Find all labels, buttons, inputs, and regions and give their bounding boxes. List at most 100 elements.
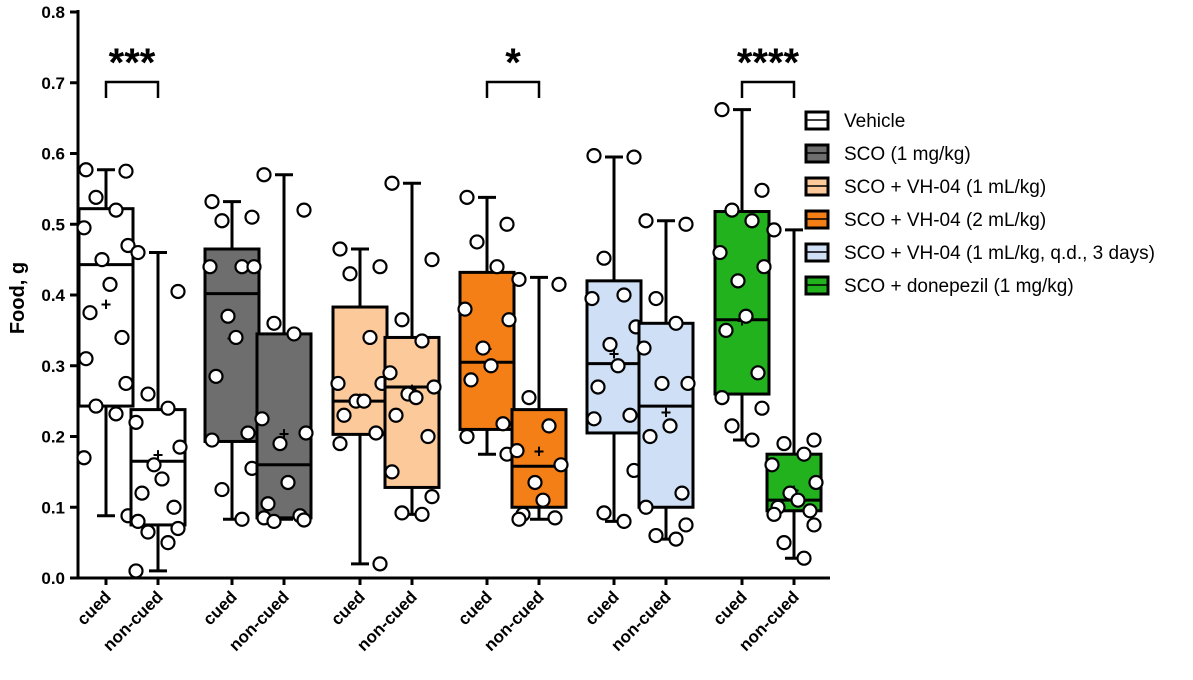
data-point bbox=[368, 425, 384, 441]
data-point bbox=[130, 513, 146, 530]
y-tick-label: 0.0 bbox=[41, 569, 65, 588]
data-point bbox=[678, 216, 694, 232]
significance-label: **** bbox=[737, 41, 800, 85]
data-point bbox=[280, 474, 296, 491]
legend: Vehicle SCO (1 mg/kg) SCO + VH-04 (1 mL/kg… bbox=[804, 110, 1155, 297]
data-point bbox=[806, 517, 822, 533]
data-point bbox=[120, 237, 136, 254]
data-point bbox=[94, 252, 110, 268]
data-point bbox=[642, 428, 658, 445]
data-point bbox=[266, 315, 282, 331]
data-point bbox=[384, 175, 400, 191]
data-point bbox=[160, 400, 176, 416]
data-point bbox=[254, 411, 270, 427]
data-point bbox=[489, 259, 505, 275]
data-point bbox=[551, 276, 567, 292]
x-tick-label: cued bbox=[73, 587, 114, 628]
significance-layer: *** * **** bbox=[104, 41, 800, 98]
data-point bbox=[674, 485, 690, 501]
data-point bbox=[509, 443, 525, 459]
data-point bbox=[394, 505, 410, 521]
data-point bbox=[527, 474, 543, 491]
data-point bbox=[638, 499, 654, 515]
bracket-line bbox=[485, 80, 541, 98]
data-point bbox=[469, 234, 485, 250]
significance-bracket: * bbox=[485, 41, 541, 98]
y-tick-label: 0.3 bbox=[41, 357, 65, 376]
data-point bbox=[750, 365, 766, 381]
data-point bbox=[483, 358, 499, 374]
data-point bbox=[408, 389, 424, 406]
data-point bbox=[208, 368, 224, 384]
data-point bbox=[220, 308, 236, 324]
legend-item: SCO + VH-04 (1 mL/kg) bbox=[804, 176, 1046, 198]
data-point bbox=[420, 428, 436, 445]
box-group: + bbox=[584, 148, 644, 530]
data-point bbox=[790, 492, 806, 508]
data-point bbox=[114, 329, 130, 346]
data-point bbox=[714, 102, 730, 118]
data-point bbox=[166, 499, 182, 515]
box-iqr bbox=[203, 247, 261, 443]
data-point bbox=[414, 333, 430, 349]
mean-marker: + bbox=[279, 424, 290, 444]
data-point bbox=[622, 407, 638, 423]
data-point bbox=[459, 189, 475, 205]
mean-marker: + bbox=[101, 294, 112, 314]
data-point bbox=[806, 432, 822, 448]
data-point bbox=[330, 375, 346, 392]
data-point bbox=[88, 189, 104, 205]
data-point bbox=[172, 439, 188, 455]
data-point bbox=[134, 485, 150, 501]
data-point bbox=[202, 259, 218, 275]
data-point bbox=[738, 308, 754, 324]
data-point bbox=[662, 418, 678, 434]
data-point bbox=[547, 510, 563, 526]
data-point bbox=[424, 252, 440, 268]
data-point bbox=[394, 312, 410, 328]
data-point bbox=[586, 148, 602, 164]
mean-marker: + bbox=[661, 403, 672, 423]
data-point bbox=[128, 563, 144, 579]
data-point bbox=[356, 393, 372, 409]
data-point bbox=[654, 375, 670, 392]
box-group: + bbox=[330, 241, 390, 572]
data-point bbox=[754, 400, 770, 416]
mean-marker: + bbox=[534, 442, 545, 462]
data-point bbox=[718, 322, 734, 338]
data-point bbox=[140, 524, 156, 540]
data-point bbox=[802, 503, 818, 519]
legend-label: Vehicle bbox=[844, 111, 905, 132]
data-point bbox=[744, 432, 760, 448]
data-point bbox=[586, 411, 602, 427]
legend-label: SCO + donepezil (1 mg/kg) bbox=[844, 276, 1074, 297]
data-point bbox=[102, 276, 118, 292]
box-layer: ++++++++++++ bbox=[76, 102, 824, 579]
x-tick-label: cued bbox=[581, 587, 622, 628]
data-point bbox=[796, 446, 812, 462]
data-point bbox=[636, 340, 652, 356]
data-point bbox=[724, 202, 740, 218]
y-tick-label: 0.5 bbox=[41, 215, 65, 234]
data-point bbox=[584, 290, 600, 307]
data-point bbox=[146, 457, 162, 473]
data-point bbox=[714, 389, 730, 406]
y-tick-label: 0.6 bbox=[41, 145, 65, 164]
legend-item: SCO + donepezil (1 mg/kg) bbox=[804, 275, 1074, 297]
legend-label: SCO + VH-04 (1 mL/kg) bbox=[844, 177, 1046, 198]
data-point bbox=[610, 358, 626, 374]
significance-label: *** bbox=[109, 41, 156, 85]
data-point bbox=[553, 457, 569, 473]
data-point bbox=[724, 418, 740, 434]
data-point bbox=[244, 209, 260, 225]
legend-item: SCO (1 mg/kg) bbox=[804, 143, 971, 165]
data-point bbox=[372, 556, 388, 572]
data-point bbox=[668, 531, 684, 547]
legend-label: SCO (1 mg/kg) bbox=[844, 144, 971, 165]
data-point bbox=[204, 194, 220, 210]
y-tick-label: 0.8 bbox=[41, 3, 65, 22]
data-point bbox=[336, 407, 352, 423]
box-iqr bbox=[585, 279, 643, 435]
data-point bbox=[756, 259, 772, 275]
